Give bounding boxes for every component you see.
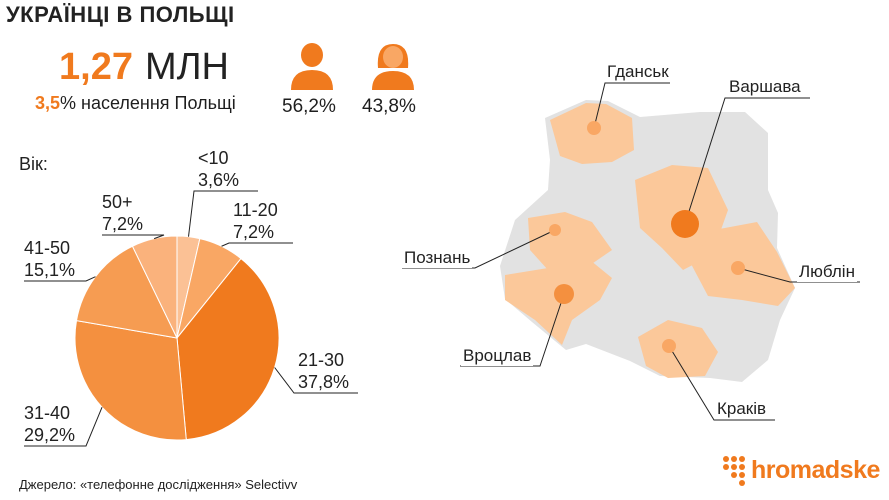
total-value: 1,27 xyxy=(59,46,133,88)
source-note: Джерело: «телефонне дослідження» Selecti… xyxy=(19,477,298,492)
pie-label-category: 50+ xyxy=(102,192,133,212)
total-figure: 1,27 МЛН xyxy=(59,46,229,89)
pie-label-1: 11-20 7,2% xyxy=(233,199,278,243)
pie-label-category: 21-30 xyxy=(298,350,345,370)
hromadske-logo: hromadske xyxy=(751,456,880,484)
pie-leader-4 xyxy=(24,276,96,282)
pie-leader-2 xyxy=(274,367,358,394)
pie-label-4: 41-50 15,1% xyxy=(24,237,75,281)
male-person-icon xyxy=(291,43,333,90)
pie-label-category: 11-20 xyxy=(233,200,278,220)
pie-label-value: 15,1% xyxy=(24,260,76,280)
pie-label-category: 41-50 xyxy=(24,238,71,258)
pie-label-0: <10 3,6% xyxy=(198,147,239,191)
female-percent: 43,8% xyxy=(362,96,416,117)
pie-slice-2 xyxy=(176,257,280,441)
pie-label-3: 31-40 29,2% xyxy=(24,402,75,446)
pie-label-2: 21-30 37,8% xyxy=(298,349,349,393)
pie-label-value: 3,6% xyxy=(198,170,240,190)
population-share: 3,5% населення Польщі xyxy=(35,93,236,114)
pie-label-category: 31-40 xyxy=(24,403,71,423)
pie-leader-5 xyxy=(102,234,165,240)
pie-leader-1 xyxy=(221,242,293,247)
city-krakow: Краків xyxy=(715,399,769,419)
hromadske-dots-icon xyxy=(723,456,745,486)
pie-slice-4 xyxy=(75,245,178,339)
pie-leader-0 xyxy=(188,190,258,237)
share-text: % населення Польщі xyxy=(60,93,236,113)
pie-label-value: 37,8% xyxy=(298,372,350,392)
share-value: 3,5 xyxy=(35,93,61,113)
city-poznan: Познань xyxy=(402,248,473,268)
pie-label-value: 7,2% xyxy=(233,222,275,242)
region-krakow xyxy=(638,320,718,378)
city-gdansk: Гданськ xyxy=(605,62,671,82)
region-poznan xyxy=(528,212,612,272)
pie-slice-3 xyxy=(74,320,187,441)
region-wroclaw xyxy=(505,260,612,345)
city-wroclaw: Вроцлав xyxy=(461,346,534,366)
chart-title: Вік: xyxy=(19,154,48,174)
city-warsaw: Варшава xyxy=(727,77,803,97)
city-lublin: Люблін xyxy=(797,262,857,282)
total-unit: МЛН xyxy=(144,46,230,88)
female-person-icon xyxy=(372,44,414,90)
page-title: УКРАЇНЦІ В ПОЛЬЩІ xyxy=(6,2,235,27)
pie-label-category: <10 xyxy=(198,148,229,168)
pie-label-value: 29,2% xyxy=(24,425,76,445)
male-percent: 56,2% xyxy=(282,96,336,117)
pie-label-value: 7,2% xyxy=(102,214,144,234)
pie-label-5: 50+ 7,2% xyxy=(102,191,143,235)
pie-leader-3 xyxy=(24,406,103,447)
